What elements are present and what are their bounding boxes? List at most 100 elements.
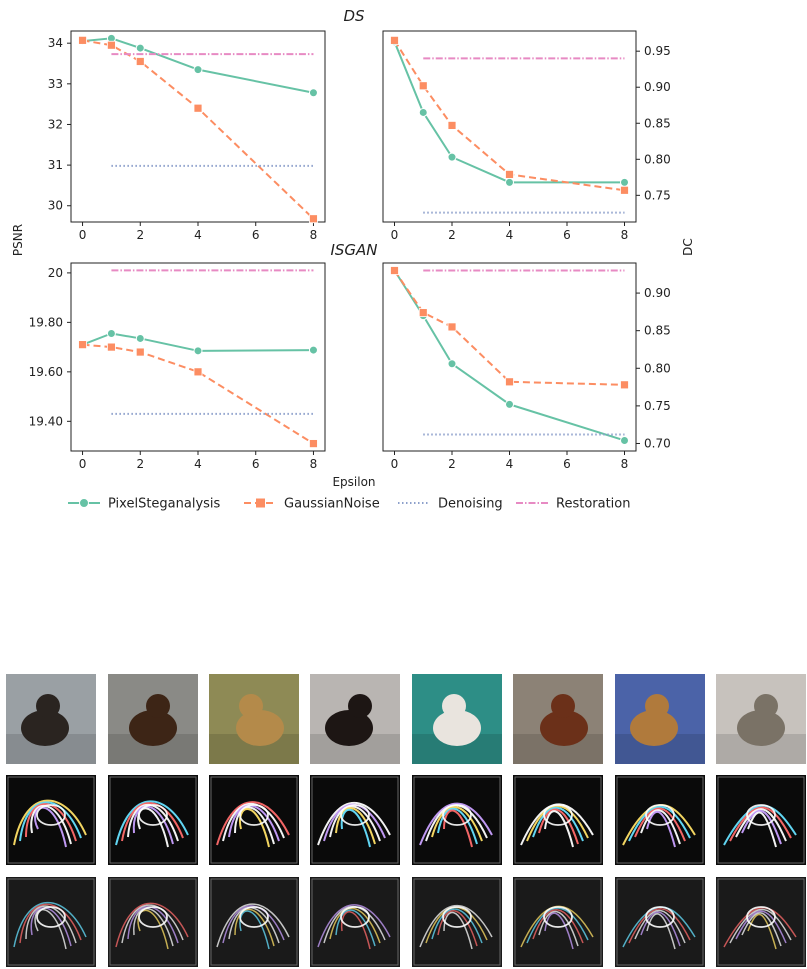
legend-item-pixelsteganalysis: PixelSteganalysis [68,497,221,512]
y-tick-label: 32 [48,117,63,131]
data-point-pixelsteganalysis [135,333,145,343]
dog-photo-thumbnail [513,674,603,764]
x-tick-label: 8 [310,228,318,242]
x-tick-label: 8 [621,228,629,242]
data-point-gaussiannoise [390,266,399,275]
x-tick-label: 0 [79,228,87,242]
data-point-pixelsteganalysis [308,88,318,98]
data-point-pixelsteganalysis [620,177,629,187]
dog-photo-thumbnail [108,674,198,764]
data-point-pixelsteganalysis [308,345,318,355]
legend-item-denoising: Denoising [398,497,503,512]
x-tick-label: 0 [391,228,399,242]
y-tick-label: 19.40 [29,414,63,428]
data-point-gaussiannoise [620,185,629,195]
dog-edge-map-thumbnail [108,877,198,967]
y-tick-label: 0.80 [644,152,671,166]
y-axis-label-psnr: PSNR [11,224,25,256]
dog-edge-map-thumbnail [412,877,502,967]
dog-edge-map-thumbnail [310,775,400,865]
legend-item-gaussiannoise: GaussianNoise [244,497,380,512]
dog-photo-thumbnail [6,674,96,764]
dog-edge-map-thumbnail [513,877,603,967]
series-line-pixelsteganalysis [393,269,625,442]
dog-photo-thumbnail [209,674,299,764]
x-tick-label: 4 [506,228,514,242]
x-tick-label: 2 [448,457,456,471]
data-point-gaussiannoise [193,367,203,377]
y-tick-label: 30 [48,199,63,213]
cat-edge-map-thumbnail [716,775,806,865]
dog-edge-map-thumbnail [108,775,198,865]
dog-edge-map-thumbnail [513,775,603,865]
dog-edge-map-thumbnail [412,775,502,865]
data-point-pixelsteganalysis [418,107,428,117]
data-point-gaussiannoise [418,308,428,318]
legend-marker [256,498,265,508]
dog-photo-thumbnail [310,674,400,764]
x-tick-label: 8 [310,457,318,471]
y-tick-label: 0.95 [644,44,671,58]
x-tick-label: 6 [252,457,260,471]
dog-edge-map-thumbnail [310,877,400,967]
data-point-gaussiannoise [309,214,318,224]
plot-frame [382,30,637,223]
data-point-gaussiannoise [78,340,87,350]
panel-title-ds: DS [343,7,365,25]
data-point-pixelsteganalysis [193,65,203,75]
y-tick-label: 19.60 [29,365,63,379]
y-tick-label: 0.70 [644,436,671,450]
y-tick-label: 0.90 [644,286,671,300]
series-line-gaussiannoise [393,269,625,386]
x-tick-label: 4 [194,228,202,242]
plot-frame [382,262,637,452]
y-axis-label-dc: DC [681,238,695,256]
data-point-pixelsteganalysis [135,43,145,53]
dog-edge-map-thumbnail [615,775,705,865]
series-line-pixelsteganalysis [393,41,625,184]
data-point-gaussiannoise [193,103,203,113]
legend-label: PixelSteganalysis [108,497,221,512]
legend-label: Restoration [556,497,630,512]
dog-photo-thumbnail [412,674,502,764]
x-tick-label: 4 [506,457,514,471]
x-tick-label: 6 [563,457,571,471]
y-tick-label: 0.75 [644,399,671,413]
legend-label: Denoising [438,497,503,512]
legend: PixelSteganalysis GaussianNoise Denoising R… [68,497,630,512]
data-point-gaussiannoise [107,40,116,50]
series-line-gaussiannoise [82,343,314,445]
data-point-pixelsteganalysis [447,152,457,162]
data-point-pixelsteganalysis [193,346,203,356]
y-tick-label: 0.80 [644,361,671,375]
data-point-gaussiannoise [135,57,145,66]
series-line-gaussiannoise [393,39,625,192]
dog-edge-map-thumbnail [6,775,96,865]
chart-panel-2: 0 2 4 6 8 0.75 0.80 0.85 0.90 0.95 [382,30,671,242]
x-tick-label: 8 [621,457,629,471]
chart-panels: 0 2 4 6 8 30 31 32 33 34 0 2 4 6 8 0.75 0.80 0.85 0.90 0.95… [29,30,671,471]
data-point-gaussiannoise [447,121,457,130]
cat-photo-thumbnail [716,674,806,764]
x-tick-label: 2 [448,228,456,242]
x-axis-label-epsilon: Epsilon [332,475,375,489]
data-point-gaussiannoise [107,342,116,352]
dog-edge-map-thumbnail [6,877,96,967]
y-tick-label: 33 [48,77,63,91]
y-tick-label: 20 [48,266,63,280]
y-tick-label: 0.75 [644,188,671,202]
data-point-pixelsteganalysis [106,329,116,338]
y-tick-label: 31 [48,158,63,172]
data-point-gaussiannoise [505,170,514,179]
data-point-pixelsteganalysis [447,359,457,369]
series-line-gaussiannoise [82,39,315,220]
dog-edge-map-thumbnail [209,775,299,865]
data-point-gaussiannoise [418,81,428,91]
cat-edge-map-thumbnail [716,877,806,967]
legend-label: GaussianNoise [284,497,380,512]
x-tick-label: 4 [194,457,202,471]
legend-item-restoration: Restoration [516,497,630,512]
data-point-gaussiannoise [78,35,87,45]
data-point-gaussiannoise [390,35,399,45]
